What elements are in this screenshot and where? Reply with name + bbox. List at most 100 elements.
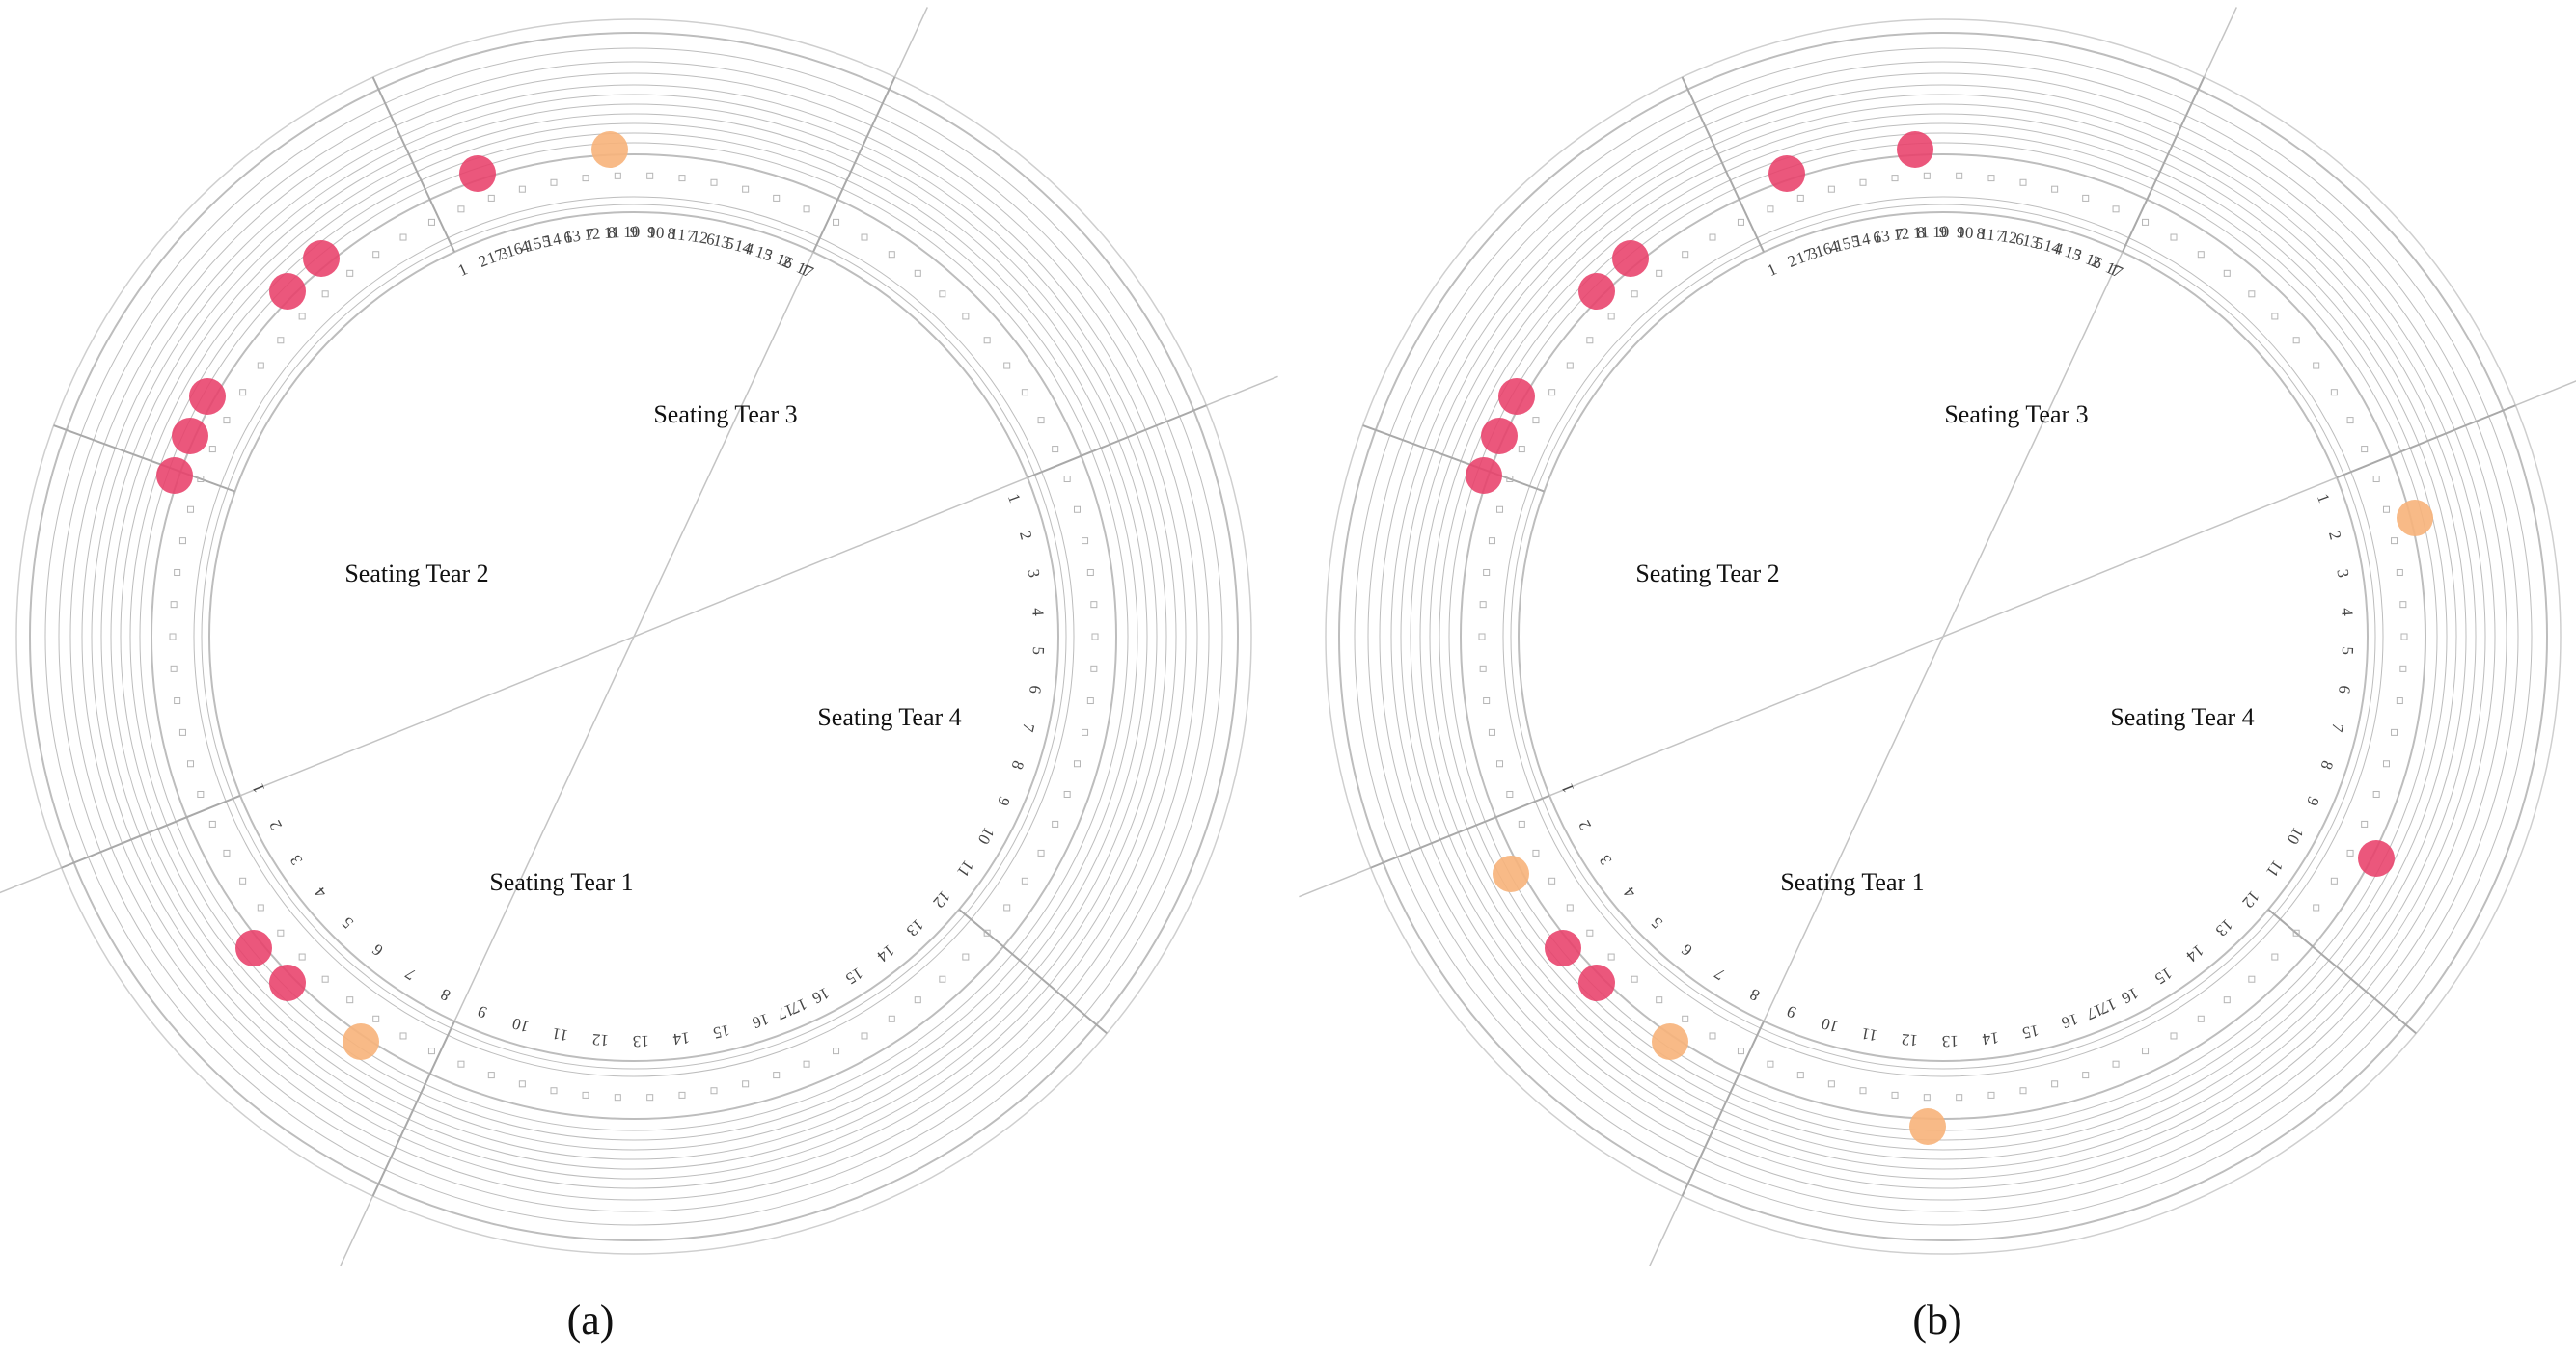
seat-mark	[1737, 1048, 1744, 1055]
seat-mark	[2082, 1072, 2090, 1079]
red-marker	[1612, 240, 1649, 277]
aisle-line	[1362, 424, 1545, 493]
tier-ring	[1400, 94, 2486, 1180]
row-number: 15	[754, 242, 775, 264]
seat-mark	[710, 178, 718, 186]
seat-mark	[1631, 290, 1638, 298]
row-number: 13	[633, 1032, 649, 1050]
seat-mark	[197, 790, 205, 798]
seat-mark	[1488, 537, 1495, 545]
seat-mark	[1021, 877, 1028, 885]
seat-mark	[888, 1015, 895, 1022]
row-number: 17	[774, 1000, 796, 1023]
seat-mark	[1586, 337, 1594, 344]
row-number: 13	[711, 231, 731, 252]
row-number: 8	[1746, 985, 1762, 1005]
seat-mark	[2313, 904, 2320, 912]
tier-ring	[201, 204, 1067, 1070]
seat-mark	[427, 1048, 435, 1055]
seat-mark	[962, 313, 970, 320]
seat-mark	[1073, 505, 1081, 513]
sector-label-tear-4: Seating Tear 4	[817, 703, 961, 731]
row-number: 16	[750, 1010, 771, 1032]
tier-ring	[1410, 103, 2477, 1170]
row-number: 14	[543, 230, 563, 251]
red-marker	[303, 240, 340, 277]
row-number: 14	[671, 1028, 691, 1048]
seat-mark	[2082, 194, 2090, 202]
seat-mark	[2019, 1087, 2027, 1095]
seat-mark	[2112, 1060, 2120, 1068]
row-number: 4	[1620, 884, 1639, 902]
row-number: 16	[774, 250, 796, 273]
seat-mark	[1987, 1091, 1995, 1099]
row-number: 11	[1860, 1024, 1879, 1046]
seat-mark	[1859, 178, 1867, 186]
seat-mark	[1532, 417, 1540, 424]
seat-mark	[208, 446, 216, 453]
row-number: 14	[2182, 941, 2207, 966]
seat-mark	[1483, 568, 1491, 576]
seat-mark	[223, 417, 231, 424]
row-number: 6	[705, 230, 717, 249]
aisle-line	[2267, 909, 2417, 1035]
row-number: 12	[690, 227, 709, 248]
tier-ring	[151, 153, 1117, 1120]
row-number: 12	[2238, 887, 2262, 912]
seat-mark	[2313, 362, 2320, 369]
seat-mark	[239, 877, 247, 885]
row-number: 1	[455, 259, 471, 280]
seat-mark	[1073, 760, 1081, 768]
row-number: 9	[994, 794, 1014, 808]
row-number: 8	[437, 985, 452, 1005]
seat-mark	[2396, 568, 2403, 576]
row-number: 2	[1575, 817, 1595, 832]
row-number: 14	[1981, 1028, 2000, 1048]
seat-mark	[550, 178, 558, 186]
tier-ring	[120, 122, 1148, 1151]
aisle-line	[371, 76, 455, 253]
seat-mark	[2112, 205, 2120, 213]
row-number: 5	[2339, 646, 2357, 655]
seat-mark	[372, 1015, 380, 1022]
seat-mark	[939, 290, 946, 298]
seat-mark	[1021, 389, 1028, 396]
seat-mark	[1607, 313, 1615, 320]
red-marker	[1498, 378, 1535, 415]
seat-mark	[582, 175, 589, 182]
tier-ring	[29, 32, 1239, 1241]
seat-mark	[277, 929, 285, 937]
seat-mark	[861, 233, 868, 241]
tier-ring	[1379, 72, 2507, 1201]
seat-mark	[1003, 904, 1011, 912]
row-number: 3	[1596, 852, 1616, 869]
seat-mark	[1532, 849, 1540, 857]
row-number: 7	[1995, 227, 2007, 246]
row-number: 3	[287, 852, 307, 869]
seat-mark	[1586, 929, 1594, 937]
row-number: 7	[2328, 721, 2348, 734]
row-number: 3	[2333, 568, 2352, 579]
tier-ring	[1429, 122, 2457, 1151]
seat-mark	[1479, 601, 1487, 609]
orange-marker	[1493, 856, 1529, 892]
seat-mark	[1682, 251, 1689, 259]
seat-mark	[257, 904, 264, 912]
tier-ring	[81, 84, 1187, 1189]
row-number: 11	[1979, 225, 1996, 245]
seat-mark	[582, 1091, 589, 1099]
seat-mark	[1478, 633, 1486, 640]
row-number: 14	[873, 941, 898, 966]
row-number: 5	[1648, 913, 1666, 932]
seat-mark	[803, 205, 810, 213]
row-number: 17	[484, 245, 507, 268]
seat-mark	[208, 820, 216, 828]
seat-mark	[1063, 790, 1071, 798]
seat-mark	[2399, 665, 2407, 672]
seat-mark	[178, 728, 186, 736]
row-number: 6	[2014, 230, 2026, 249]
row-number: 14	[1852, 230, 1873, 251]
tier-ring	[208, 211, 1059, 1062]
row-number: 15	[1832, 233, 1852, 256]
